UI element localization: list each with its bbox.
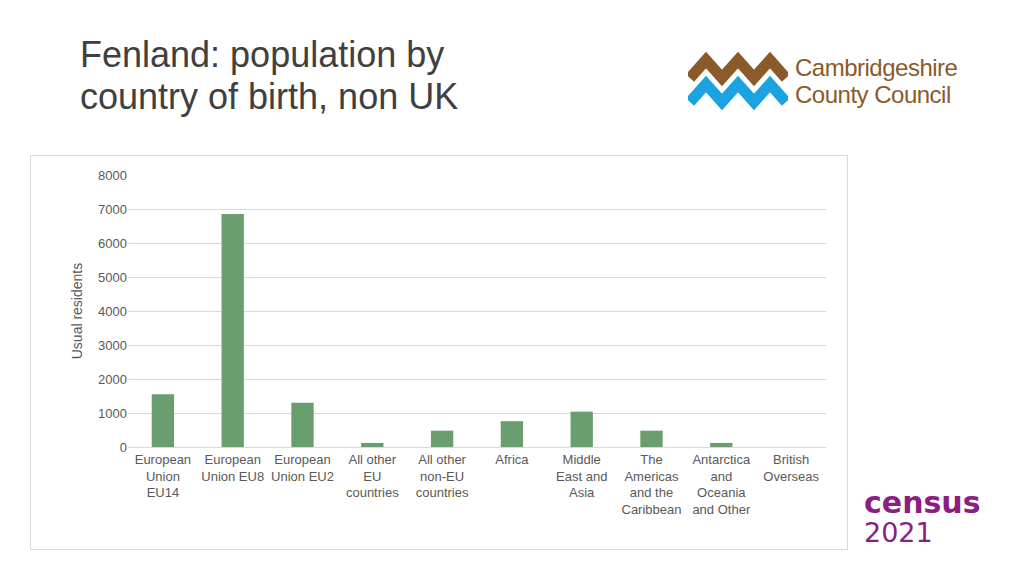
svg-text:4000: 4000 (98, 304, 127, 319)
svg-text:EuropeanUnionEU14: EuropeanUnionEU14 (135, 452, 191, 501)
svg-text:Usual residents: Usual residents (69, 263, 85, 360)
html-text:2021: 2021 (864, 517, 933, 548)
svg-text:BritishOverseas: BritishOverseas (763, 452, 819, 484)
svg-text:EuropeanUnion EU8: EuropeanUnion EU8 (201, 452, 264, 484)
html-text:Fenland: population by country: Fenland: population by country of birth,… (80, 34, 459, 117)
svg-text:8000: 8000 (98, 168, 127, 183)
svg-text:7000: 7000 (98, 202, 127, 217)
svg-text:6000: 6000 (98, 236, 127, 251)
html-text:census: census (864, 485, 981, 520)
svg-text:TheAmericasand theCaribbean: TheAmericasand theCaribbean (622, 452, 682, 518)
svg-text:5000: 5000 (98, 270, 127, 285)
svg-text:0: 0 (120, 440, 127, 455)
svg-text:Africa: Africa (495, 452, 529, 467)
html-text:Cambridgeshire: Cambridgeshire (795, 54, 958, 81)
svg-text:1000: 1000 (98, 406, 127, 421)
svg-text:All othernon-EUcountries: All othernon-EUcountries (416, 452, 469, 501)
svg-text:2000: 2000 (98, 372, 127, 387)
html-text:County Council: County Council (795, 81, 951, 108)
svg-text:All otherEUcountries: All otherEUcountries (346, 452, 399, 501)
svg-text:EuropeanUnion EU2: EuropeanUnion EU2 (271, 452, 334, 484)
svg-text:3000: 3000 (98, 338, 127, 353)
svg-text:AntarcticaandOceaniaand Other: AntarcticaandOceaniaand Other (692, 452, 751, 518)
svg-text:MiddleEast andAsia: MiddleEast andAsia (556, 452, 607, 501)
